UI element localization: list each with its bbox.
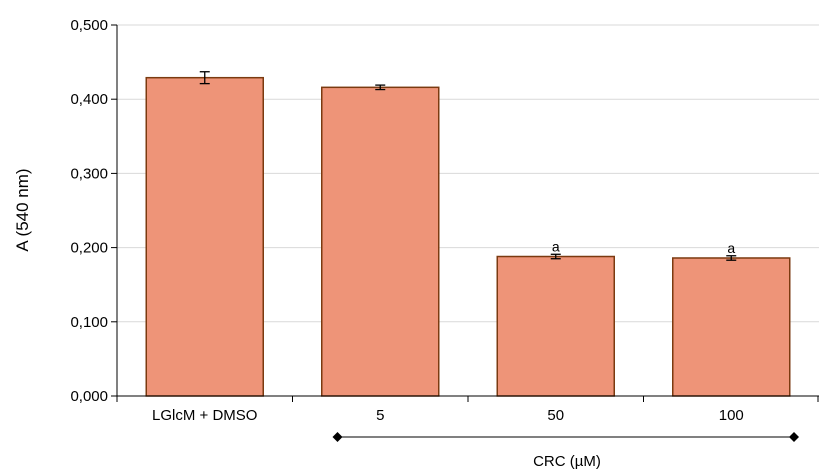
error-bars bbox=[199, 71, 737, 261]
x-tick-label: 100 bbox=[719, 407, 744, 424]
diamond-marker bbox=[789, 432, 799, 442]
y-tick-label: 0,000 bbox=[70, 388, 108, 405]
bar bbox=[496, 255, 615, 397]
x-tick-label: LGlcM + DMSO bbox=[152, 407, 257, 424]
bars bbox=[145, 76, 791, 397]
group-bracket bbox=[332, 432, 799, 442]
significance-label: a bbox=[552, 238, 560, 254]
y-tick-label: 0,200 bbox=[70, 240, 108, 257]
bar bbox=[145, 76, 264, 397]
bar bbox=[672, 257, 791, 397]
y-tick-label: 0,500 bbox=[70, 17, 108, 34]
bar bbox=[321, 86, 440, 397]
significance-label: a bbox=[727, 240, 735, 256]
x-tick-labels: LGlcM + DMSO 5 50 100 bbox=[152, 407, 744, 424]
axes bbox=[116, 25, 819, 402]
diamond-marker bbox=[332, 432, 343, 442]
group-label: CRC (µM) bbox=[533, 453, 601, 470]
y-axis-label: A (540 nm) bbox=[13, 168, 32, 251]
y-tick-labels: 0,000 0,100 0,200 0,300 0,400 0,500 bbox=[70, 17, 117, 405]
x-tick-label: 5 bbox=[376, 407, 384, 424]
x-tick-label: 50 bbox=[547, 407, 564, 424]
y-tick-label: 0,300 bbox=[70, 165, 108, 182]
y-tick-label: 0,400 bbox=[70, 91, 108, 108]
y-tick-label: 0,100 bbox=[70, 314, 108, 331]
